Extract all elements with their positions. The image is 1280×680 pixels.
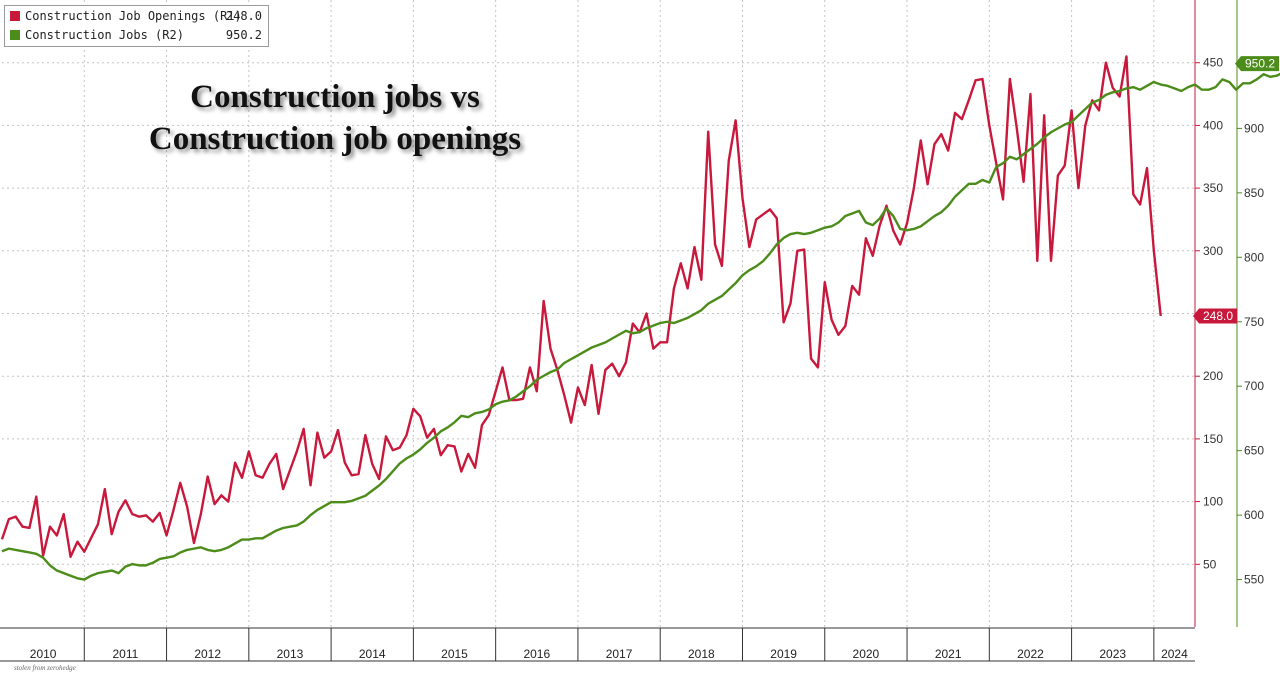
chart-title: Construction jobs vs Construction job op… xyxy=(60,76,610,160)
series-line-jobs xyxy=(1,72,1280,581)
x-tick-label: 2017 xyxy=(606,647,633,661)
r1-axis-ticks: 50100150200250300350400450 xyxy=(1195,56,1223,571)
last-value-label-jobs: 950.2 xyxy=(1245,57,1275,71)
legend-label-jobs: Construction Jobs (R2) xyxy=(25,28,184,42)
x-tick-label: 2015 xyxy=(441,647,468,661)
x-tick-label: 2020 xyxy=(853,647,880,661)
chart-title-line-1: Construction jobs vs xyxy=(190,79,480,115)
legend-item-jobs: Construction Jobs (R2) 950.2 xyxy=(5,28,268,45)
x-tick-label: 2021 xyxy=(935,647,962,661)
r1-tick-label: 50 xyxy=(1203,557,1217,571)
x-axis-ticks: 2010 2011 2012 2013 2014 2015 2016 2017 2018 2019… xyxy=(30,628,1188,661)
x-tick-label: 2024 xyxy=(1161,647,1188,661)
r2-tick-label: 800 xyxy=(1244,250,1264,264)
r2-tick-label: 850 xyxy=(1244,186,1264,200)
last-value-tag-openings xyxy=(1193,308,1237,324)
r1-tick-label: 400 xyxy=(1203,118,1223,132)
legend-swatch-jobs xyxy=(10,30,20,40)
x-tick-label: 2011 xyxy=(113,647,139,661)
last-value-label-openings: 248.0 xyxy=(1203,309,1233,323)
grid-lines xyxy=(2,0,1195,627)
r2-tick-label: 550 xyxy=(1244,573,1264,587)
x-tick-label: 2018 xyxy=(688,647,715,661)
legend: Construction Job Openings (R1) 248.0 Con… xyxy=(4,5,269,47)
last-value-tags: 248.0 950.2 xyxy=(1193,56,1279,324)
credit-text: stolen from zerohedge xyxy=(14,664,76,672)
x-tick-label: 2023 xyxy=(1099,647,1126,661)
legend-value-jobs: 950.2 xyxy=(225,28,262,42)
r1-tick-label: 150 xyxy=(1203,432,1223,446)
x-tick-label: 2022 xyxy=(1017,647,1044,661)
x-tick-label: 2019 xyxy=(770,647,797,661)
legend-item-openings: Construction Job Openings (R1) 248.0 xyxy=(5,9,268,26)
x-tick-label: 2012 xyxy=(194,647,221,661)
r1-tick-label: 100 xyxy=(1203,495,1223,509)
r2-tick-label: 700 xyxy=(1244,379,1264,393)
x-tick-label: 2010 xyxy=(30,647,57,661)
x-tick-label: 2014 xyxy=(359,647,386,661)
r1-tick-label: 200 xyxy=(1203,369,1223,383)
r2-tick-label: 650 xyxy=(1244,444,1264,458)
r1-tick-label: 300 xyxy=(1203,244,1223,258)
r2-tick-label: 900 xyxy=(1244,121,1264,135)
x-tick-label: 2016 xyxy=(523,647,550,661)
legend-label-openings: Construction Job Openings (R1) xyxy=(25,9,242,23)
r1-tick-label: 450 xyxy=(1203,56,1223,70)
r1-tick-label: 350 xyxy=(1203,181,1223,195)
chart-title-line-2: Construction job openings xyxy=(148,121,522,157)
last-value-tag-jobs xyxy=(1235,56,1279,72)
series-lines xyxy=(0,55,1280,581)
legend-value-openings: 248.0 xyxy=(225,9,262,23)
r2-tick-label: 600 xyxy=(1244,508,1264,522)
r2-tick-label: 750 xyxy=(1244,315,1264,329)
legend-swatch-openings xyxy=(10,11,20,21)
series-line-openings xyxy=(0,55,1162,558)
r2-axis-ticks: 550600650700750800850900950 xyxy=(1237,57,1264,587)
x-tick-label: 2013 xyxy=(277,647,304,661)
